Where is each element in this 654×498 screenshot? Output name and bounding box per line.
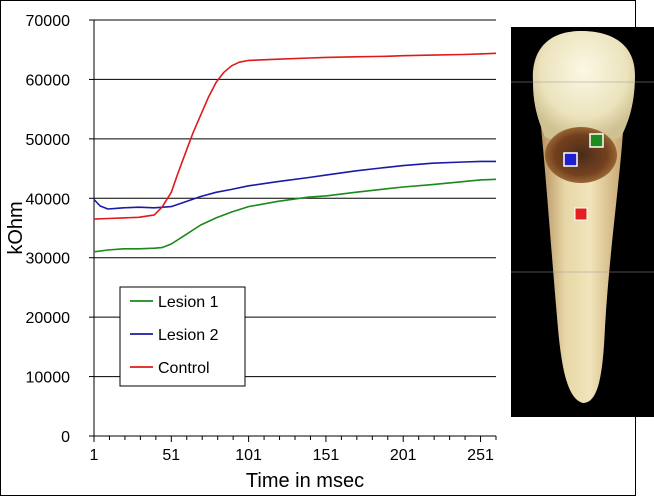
legend-label: Lesion 1	[158, 294, 219, 311]
tooth-crown	[532, 31, 635, 143]
y-tick-label: 0	[61, 429, 70, 446]
legend-label: Control	[158, 360, 210, 377]
x-tick-label: 51	[162, 447, 180, 464]
lesion-area	[545, 127, 617, 183]
y-tick-label: 40000	[26, 191, 71, 208]
control-marker	[574, 207, 588, 221]
series-lines	[93, 52, 497, 253]
tooth-photo	[511, 27, 654, 417]
x-tick-label: 201	[390, 447, 417, 464]
y-tick-label: 30000	[26, 251, 71, 268]
y-tick-label: 60000	[26, 72, 71, 89]
x-tick-label: 101	[235, 447, 262, 464]
x-tick-labels: 1 51 101 151 201 251	[90, 436, 497, 464]
lesion-1-marker	[589, 133, 604, 148]
series-line-control	[93, 52, 497, 220]
x-tick-label: 1	[90, 447, 99, 464]
x-tick-label: 151	[313, 447, 340, 464]
x-axis-label: Time in msec	[246, 470, 364, 492]
y-tick-label: 70000	[26, 13, 71, 30]
lesion-2-marker	[563, 152, 578, 167]
y-tick-label: 10000	[26, 370, 71, 387]
legend-box	[119, 286, 246, 387]
tooth-root	[541, 127, 623, 403]
y-axis-label: kOhm	[5, 201, 27, 254]
y-tick-label: 20000	[26, 310, 71, 327]
y-tick-label: 50000	[26, 132, 71, 149]
legend-label: Lesion 2	[158, 327, 219, 344]
y-tick-labels: 0 10000 20000 30000 40000 50000 60000 70000	[26, 13, 94, 446]
series-line-lesion-1	[93, 178, 497, 253]
series-line-lesion-2	[93, 160, 496, 210]
x-tick-label: 251	[467, 447, 494, 464]
legend: Lesion 1 Lesion 2 Control	[119, 286, 246, 387]
